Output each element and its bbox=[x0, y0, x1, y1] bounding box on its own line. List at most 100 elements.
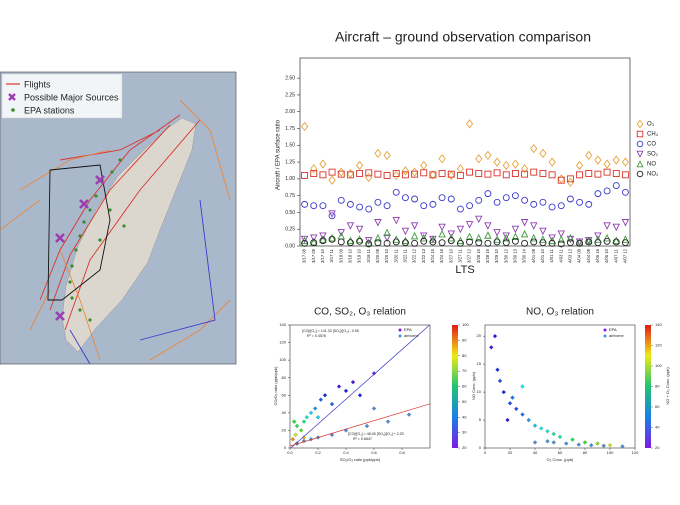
marker bbox=[392, 238, 400, 246]
x-tick-label: 3/17 09 bbox=[311, 248, 316, 263]
point bbox=[336, 384, 342, 389]
marker bbox=[548, 203, 556, 211]
marker bbox=[530, 144, 538, 154]
marker bbox=[374, 198, 382, 206]
marker bbox=[429, 238, 437, 246]
y-tick-label: 0.50 bbox=[285, 210, 295, 216]
marker bbox=[301, 172, 309, 179]
marker bbox=[356, 237, 364, 245]
marker bbox=[383, 234, 391, 242]
chart-title: Aircraft – ground observation comparison bbox=[335, 29, 591, 45]
marker bbox=[594, 170, 602, 178]
marker bbox=[420, 232, 428, 240]
marker bbox=[621, 219, 630, 227]
marker bbox=[539, 235, 547, 243]
marker bbox=[594, 155, 602, 165]
point bbox=[308, 410, 314, 415]
marker bbox=[337, 170, 345, 178]
x-tick-label: 3/28 15 bbox=[476, 248, 481, 263]
marker bbox=[447, 230, 455, 238]
marker bbox=[429, 170, 437, 180]
x-tick-label: 4/03 12 bbox=[568, 248, 573, 263]
marker bbox=[328, 233, 336, 242]
marker bbox=[539, 198, 547, 206]
point bbox=[318, 397, 323, 402]
marker bbox=[557, 176, 565, 184]
marker bbox=[300, 235, 309, 244]
x-tick-label: 3/24 15 bbox=[430, 248, 435, 263]
y-tick-label: 5 bbox=[479, 417, 482, 422]
marker bbox=[310, 239, 318, 247]
marker bbox=[301, 200, 309, 208]
legend-marker bbox=[603, 334, 607, 338]
x-tick-label: 3/20 11 bbox=[393, 248, 398, 262]
marker bbox=[557, 230, 565, 238]
plot-area bbox=[299, 57, 631, 247]
x-axis-label: O₃ Conc. (ppb) bbox=[547, 457, 574, 462]
y-tick-label: 0.25 bbox=[285, 227, 295, 233]
marker bbox=[438, 170, 446, 177]
y-tick-label: 0.75 bbox=[285, 193, 295, 199]
marker bbox=[576, 198, 584, 206]
point bbox=[371, 371, 377, 376]
x-tick-label: 3/22 13 bbox=[421, 248, 426, 263]
marker bbox=[383, 202, 391, 210]
legend-label: NO₂ bbox=[647, 172, 659, 178]
x-tick-label: 4/04 09 bbox=[586, 248, 591, 263]
marker bbox=[383, 228, 391, 237]
colorbar-tick-label: 40 bbox=[655, 425, 660, 430]
marker bbox=[603, 168, 611, 176]
marker bbox=[636, 170, 644, 178]
marker bbox=[502, 171, 510, 179]
marker bbox=[346, 239, 354, 247]
colorbar bbox=[645, 325, 651, 448]
marker bbox=[328, 175, 336, 185]
y-tick-label: 1.75 bbox=[285, 126, 295, 132]
x-tick-label: 0.6 bbox=[371, 450, 377, 455]
marker bbox=[355, 235, 364, 243]
marker bbox=[365, 238, 373, 247]
marker bbox=[484, 231, 492, 239]
marker bbox=[365, 172, 373, 183]
marker bbox=[493, 169, 501, 177]
marker bbox=[411, 167, 419, 177]
x-tick-label: 3/17 11 bbox=[329, 248, 334, 262]
y-tick-label: 120 bbox=[279, 340, 286, 345]
y-tick-label: 0 bbox=[479, 445, 482, 450]
marker bbox=[383, 239, 391, 247]
x-tick-label: 0.4 bbox=[343, 450, 349, 455]
marker bbox=[502, 232, 510, 240]
y-tick-label: 140 bbox=[279, 322, 286, 327]
marker bbox=[548, 157, 556, 167]
marker bbox=[383, 172, 391, 179]
marker bbox=[566, 235, 575, 244]
points bbox=[290, 325, 430, 448]
marker bbox=[621, 235, 630, 243]
marker bbox=[594, 239, 602, 247]
x-tick-label: 3/30 14 bbox=[522, 248, 527, 263]
y-tick-label: 20 bbox=[282, 427, 287, 432]
marker bbox=[594, 232, 602, 240]
marker bbox=[401, 236, 410, 245]
x-tick-label: 4/04 08 bbox=[577, 248, 582, 263]
colorbar-tick-label: 90 bbox=[462, 337, 467, 342]
marker bbox=[438, 194, 446, 202]
marker bbox=[438, 239, 446, 247]
marker bbox=[392, 188, 400, 196]
x-tick-label: 120 bbox=[632, 450, 639, 455]
marker bbox=[511, 237, 519, 245]
marker bbox=[456, 172, 464, 179]
marker bbox=[575, 237, 584, 246]
chart-title: NO, O₃ relation bbox=[526, 307, 594, 318]
x-tick-label: 60 bbox=[558, 450, 563, 455]
fit-label: [CO]/[O₃] = 141.33 [SO₂]/[O₃] - 0.95 bbox=[302, 329, 359, 333]
point bbox=[385, 419, 391, 424]
marker bbox=[548, 171, 556, 179]
point bbox=[292, 419, 297, 424]
point bbox=[301, 419, 307, 424]
point bbox=[532, 440, 538, 445]
marker bbox=[401, 239, 409, 247]
marker bbox=[484, 190, 492, 198]
marker bbox=[337, 229, 345, 237]
